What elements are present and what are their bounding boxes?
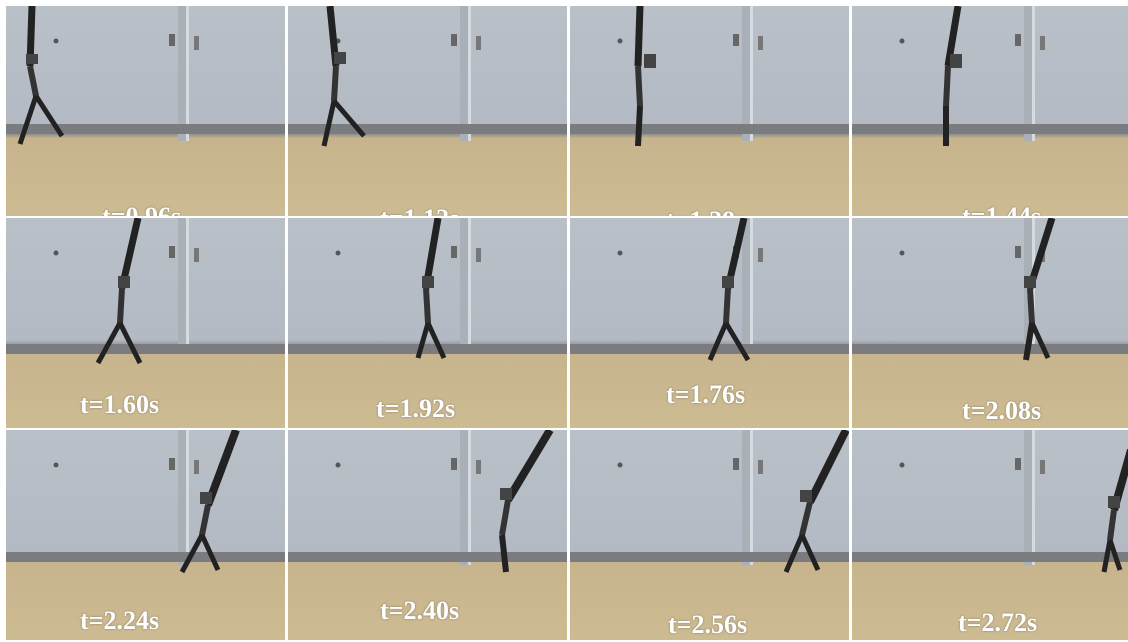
- robot-photo: [6, 430, 285, 574]
- robot-photo: [570, 218, 849, 362]
- time-label: t=2.08s: [962, 396, 1042, 425]
- photo-frame: t=1.60s: [6, 218, 285, 428]
- robot-photo: [6, 6, 285, 145]
- time-label: t=2.56s: [668, 610, 748, 639]
- time-label: t=1.12s: [380, 204, 459, 216]
- robot-photo: [570, 6, 849, 147]
- robot-photo: [6, 218, 285, 365]
- robot-photo: [288, 430, 567, 573]
- time-label: t=1.44s: [962, 202, 1041, 216]
- robot-photo: [570, 430, 849, 573]
- robot-photo: [288, 218, 567, 360]
- time-label: t=1.28s: [666, 206, 745, 216]
- photo-grid: t=0.96s t=1.12s t=1.28s: [6, 6, 1128, 640]
- time-label: t=0.96s: [102, 202, 181, 216]
- robot-photo: [852, 430, 1128, 573]
- photo-frame: t=2.72s: [852, 430, 1128, 640]
- photo-frame: t=0.96s: [6, 6, 285, 216]
- robot-photo: [852, 218, 1128, 361]
- photo-frame: t=2.08s: [852, 218, 1128, 428]
- photo-frame: t=1.44s: [852, 6, 1128, 216]
- robot-photo: [288, 6, 567, 147]
- time-label: t=2.24s: [80, 606, 160, 635]
- photo-frame: t=2.24s: [6, 430, 285, 640]
- photo-frame: t=1.28s: [570, 6, 849, 216]
- photo-frame: t=2.56s: [570, 430, 849, 640]
- photo-frame: t=2.40s: [288, 430, 567, 640]
- time-label: t=1.92s: [376, 394, 456, 423]
- time-label: t=1.76s: [666, 380, 746, 409]
- photo-frame: t=1.76s: [570, 218, 849, 428]
- robot-photo: [852, 6, 1128, 146]
- photo-frame: t=1.92s: [288, 218, 567, 428]
- time-label: t=1.60s: [80, 390, 160, 419]
- time-label: t=2.72s: [958, 608, 1038, 637]
- time-label: t=2.40s: [380, 596, 460, 625]
- photo-frame: t=1.12s: [288, 6, 567, 216]
